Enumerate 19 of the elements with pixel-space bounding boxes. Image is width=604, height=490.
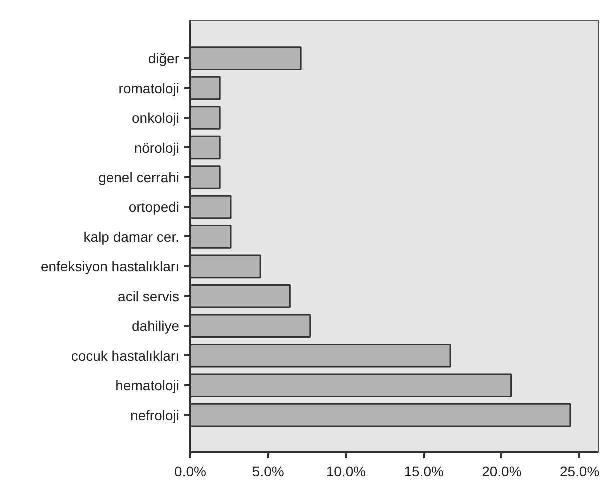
y-tick-label: nöroloji [134, 140, 180, 156]
y-tick-label: nefroloji [130, 407, 180, 424]
y-tick-label: onkoloji [132, 110, 180, 126]
x-tick-label: 20.0% [482, 464, 522, 480]
x-tick-label: 25.0% [560, 464, 600, 480]
x-tick-label: 5.0% [252, 464, 284, 480]
y-tick-label: diğer [148, 50, 180, 67]
y-tick-label: enfeksiyon hastalıkları [40, 258, 180, 275]
y-tick-label: ortopedi [128, 199, 180, 216]
x-tick-label: 10.0% [326, 464, 366, 480]
y-tick-label: acil servis [118, 288, 180, 304]
x-tick-label: 0.0% [174, 464, 206, 480]
y-tick-label: romatoloji [118, 80, 180, 96]
y-tick-label: hematoloji [116, 378, 180, 394]
y-tick-label: genel cerrahi [98, 169, 180, 186]
y-tick-label: kalp damar cer. [84, 228, 180, 245]
y-tick-label: dahiliye [132, 318, 180, 334]
x-tick-label: 15.0% [404, 464, 444, 480]
y-tick-label: cocuk hastalıkları [71, 348, 180, 364]
